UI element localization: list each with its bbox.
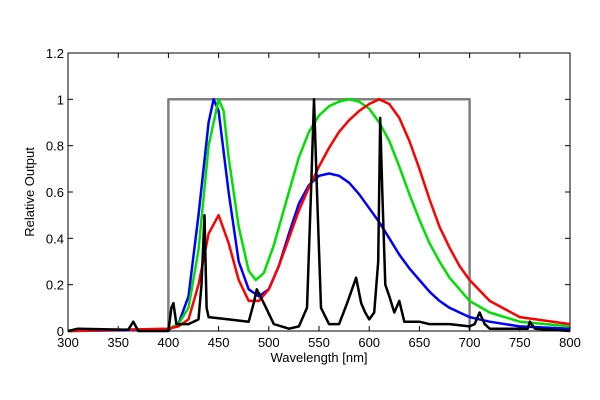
series-line-4 xyxy=(67,98,571,333)
x-tick-label: 650 xyxy=(409,335,431,350)
y-axis-label: Relative Output xyxy=(22,147,37,237)
y-tick-label: 0.6 xyxy=(46,185,64,200)
x-tick-label: 350 xyxy=(107,335,129,350)
x-tick-label: 700 xyxy=(459,335,481,350)
x-tick-label: 600 xyxy=(358,335,380,350)
x-tick-label: 300 xyxy=(57,335,79,350)
x-tick-label: 450 xyxy=(208,335,230,350)
x-tick-label: 750 xyxy=(509,335,531,350)
y-tick-label: 0 xyxy=(57,324,64,339)
series-line-0 xyxy=(167,98,471,331)
x-tick-label: 800 xyxy=(559,335,581,350)
x-axis-label: Wavelength [nm] xyxy=(270,350,367,365)
x-tick-label: 550 xyxy=(308,335,330,350)
series-line-2 xyxy=(67,98,571,333)
y-tick-label: 0.4 xyxy=(46,231,64,246)
y-tick-label: 0.8 xyxy=(46,139,64,154)
y-tick-label: 1.2 xyxy=(46,46,64,61)
series-line-3 xyxy=(67,98,571,333)
x-tick-label: 400 xyxy=(158,335,180,350)
series-line-1 xyxy=(67,98,571,333)
series-layer xyxy=(67,98,571,333)
x-tick-label: 500 xyxy=(258,335,280,350)
ticks-layer: 300 350 400 450 500 550 600 650 700 750 800 0 0.2 0.4… xyxy=(46,46,581,350)
y-tick-label: 0.2 xyxy=(46,278,64,293)
y-tick-label: 1 xyxy=(57,92,64,107)
plot-frame xyxy=(67,52,571,332)
